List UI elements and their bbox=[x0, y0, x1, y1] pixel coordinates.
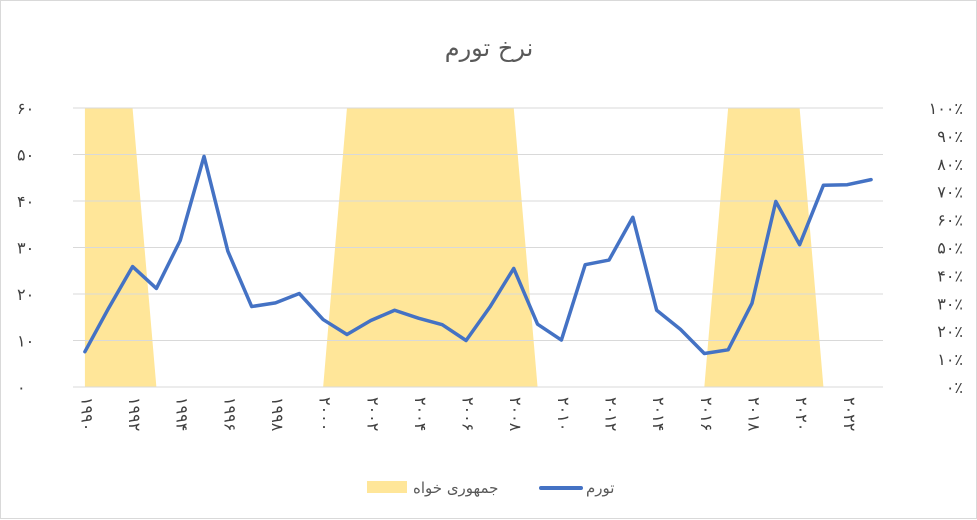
y-right-tick-label: ۹۰٪ bbox=[937, 127, 963, 146]
y-right-tick-label: ۸۰٪ bbox=[937, 155, 963, 174]
x-tick-label: ۱۹۹۲ bbox=[125, 397, 144, 431]
legend-swatch-republican bbox=[367, 481, 407, 493]
y-left-tick-label: ۵۰ bbox=[17, 146, 34, 165]
x-tick-label: ۱۹۹۸ bbox=[268, 397, 287, 432]
x-tick-label: ۲۰۱۲ bbox=[602, 397, 621, 431]
y-right-tick-label: ۱۰۰٪ bbox=[929, 99, 963, 118]
x-tick-label: ۲۰۲۲ bbox=[840, 397, 859, 431]
x-tick-label: ۱۹۹۰ bbox=[77, 397, 96, 431]
x-tick-label: ۲۰۱۴ bbox=[649, 397, 668, 431]
y-right-tick-label: ۱۰٪ bbox=[937, 350, 963, 369]
x-tick-label: ۲۰۰۴ bbox=[411, 397, 430, 431]
y-right-tick-label: ۵۰٪ bbox=[937, 239, 963, 258]
x-tick-label: ۱۹۹۶ bbox=[220, 397, 239, 431]
y-right-tick-label: ۶۰٪ bbox=[937, 211, 963, 230]
x-tick-label: ۱۹۹۴ bbox=[173, 397, 192, 431]
chart-title: نرخ تورم bbox=[445, 34, 534, 62]
x-tick-label: ۲۰۱۸ bbox=[744, 397, 763, 432]
y-right-tick-label: ۷۰٪ bbox=[937, 183, 963, 202]
x-tick-label: ۲۰۲۰ bbox=[792, 397, 811, 431]
x-tick-label: ۲۰۱۰ bbox=[554, 397, 573, 431]
y-left-tick-label: ۳۰ bbox=[17, 239, 34, 258]
x-tick-label: ۲۰۰۸ bbox=[506, 397, 525, 432]
x-tick-label: ۲۰۰۶ bbox=[459, 397, 478, 431]
y-left-tick-label: ۱۰ bbox=[17, 332, 34, 351]
legend: جمهوری خواه تورم bbox=[367, 479, 614, 497]
y-right-tick-label: ۲۰٪ bbox=[937, 322, 963, 341]
y-left-tick-label: ۶۰ bbox=[17, 99, 34, 118]
y-left-tick-label: ۲۰ bbox=[17, 285, 34, 304]
y-right-tick-label: ۴۰٪ bbox=[937, 266, 963, 285]
x-tick-label: ۲۰۰۲ bbox=[363, 397, 382, 431]
y-right-tick-label: ۰٪ bbox=[946, 378, 963, 397]
legend-label-republican: جمهوری خواه bbox=[413, 479, 498, 497]
legend-label-inflation: تورم bbox=[586, 479, 614, 497]
x-tick-label: ۲۰۰۰ bbox=[316, 397, 335, 431]
y-left-tick-label: ۰ bbox=[17, 378, 26, 397]
y-right-tick-label: ۳۰٪ bbox=[937, 294, 963, 313]
x-tick-label: ۲۰۱۶ bbox=[697, 397, 716, 431]
y-left-tick-label: ۴۰ bbox=[17, 192, 34, 211]
